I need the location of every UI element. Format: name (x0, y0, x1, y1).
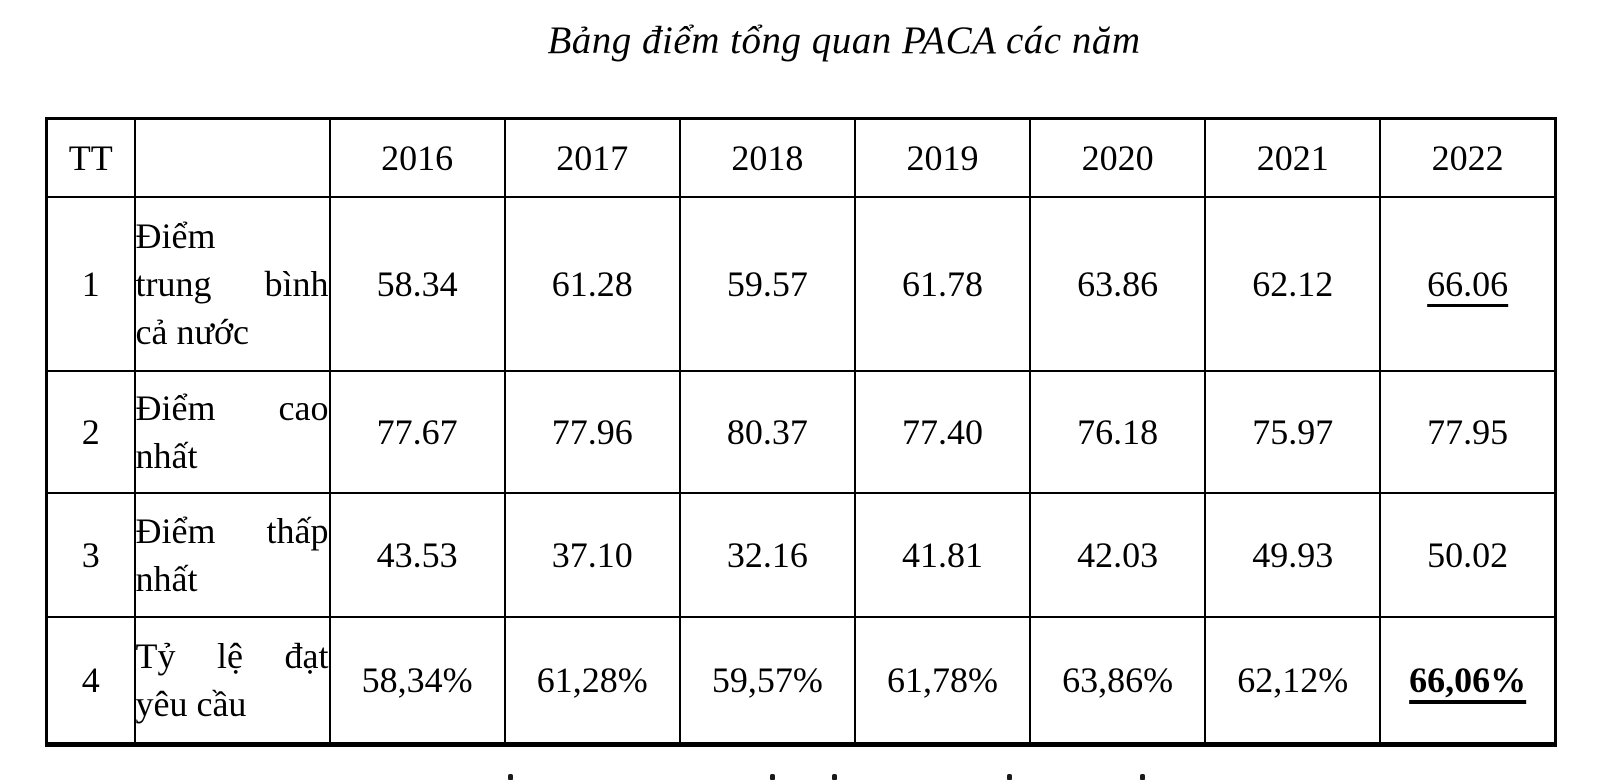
value-text: 59.57 (726, 263, 808, 304)
value-cell-2020: 76.18 (1029, 369, 1207, 494)
value-text: 43.53 (376, 534, 458, 575)
value-cell-2021: 62.12 (1204, 195, 1382, 372)
value-text: 42.03 (1077, 534, 1159, 575)
value-text: 50.02 (1427, 534, 1509, 575)
score-table: TT 2016 2017 2018 2019 2020 2021 2022 1 Điểm tru… (45, 117, 1557, 747)
value-text: 77.96 (551, 411, 633, 452)
value-cell-2017: 61,28% (503, 615, 681, 746)
cutoff-text-fragment (508, 774, 513, 780)
value-text: 77.40 (901, 411, 983, 452)
value-cell-2021: 75.97 (1204, 369, 1382, 494)
value-text: 58,34% (361, 659, 473, 700)
value-cell-2016: 58.34 (328, 195, 506, 372)
value-text: 66,06% (1409, 659, 1527, 700)
header-cell-year-2022: 2022 (1379, 117, 1557, 198)
value-text: 62.12 (1252, 263, 1334, 304)
value-cell-2022: 50.02 (1379, 491, 1557, 618)
row-number-cell: 1 (45, 195, 136, 372)
header-cell-year-2020: 2020 (1029, 117, 1207, 198)
value-text: 76.18 (1077, 411, 1159, 452)
header-cell-year-2017: 2017 (503, 117, 681, 198)
row-label-line: nhất (135, 558, 198, 599)
row-label-line: cả nước (135, 311, 249, 352)
row-label-line: Tỷ lệ đạt (135, 635, 329, 676)
page-title: Bảng điểm tổng quan PACA các năm (547, 19, 1141, 62)
cutoff-text-fragment (1140, 774, 1145, 780)
cutoff-text-fragment (832, 774, 837, 780)
row-label-line: trung bình (135, 263, 329, 304)
header-row: TT 2016 2017 2018 2019 2020 2021 2022 (45, 117, 1557, 198)
header-cell-year-2021: 2021 (1204, 117, 1382, 198)
table-row: 1 Điểm trung bình cả nước 58.34 61.28 59.57 61.… (45, 195, 1557, 372)
value-text: 80.37 (726, 411, 808, 452)
row-label-line: nhất (135, 435, 198, 476)
value-cell-2016: 58,34% (328, 615, 506, 746)
cutoff-text-fragment (1007, 774, 1012, 780)
row-number-cell: 4 (45, 615, 136, 746)
value-text: 41.81 (901, 534, 983, 575)
value-cell-2017: 37.10 (503, 491, 681, 618)
value-text: 77.95 (1427, 411, 1509, 452)
value-text: 62,12% (1237, 659, 1349, 700)
value-text: 75.97 (1252, 411, 1334, 452)
header-cell-year-2018: 2018 (678, 117, 856, 198)
value-text: 37.10 (551, 534, 633, 575)
row-number-cell: 3 (45, 491, 136, 618)
value-cell-2019: 77.40 (853, 369, 1032, 494)
value-text: 66.06 (1427, 263, 1509, 304)
row-label-cell: Điểm cao nhất (133, 369, 331, 494)
value-cell-2018: 32.16 (678, 491, 856, 618)
value-cell-2016: 77.67 (328, 369, 506, 494)
header-cell-label (133, 117, 331, 198)
row-label-line: yêu cầu (135, 683, 247, 724)
value-cell-2021: 62,12% (1204, 615, 1382, 746)
value-text: 61.78 (901, 263, 983, 304)
value-cell-2017: 61.28 (503, 195, 681, 372)
value-text: 61,78% (886, 659, 998, 700)
value-cell-2018: 59.57 (678, 195, 856, 372)
value-cell-2022: 66,06% (1379, 615, 1557, 746)
value-cell-2022: 66.06 (1379, 195, 1557, 372)
value-cell-2020: 63,86% (1029, 615, 1207, 746)
value-text: 61,28% (536, 659, 648, 700)
row-label-cell: Điểm trung bình cả nước (133, 195, 331, 372)
value-text: 61.28 (551, 263, 633, 304)
value-cell-2016: 43.53 (328, 491, 506, 618)
header-cell-tt: TT (45, 117, 136, 198)
value-text: 63,86% (1062, 659, 1174, 700)
row-label-line: Điểm (135, 215, 216, 256)
row-label-cell: Điểm thấp nhất (133, 491, 331, 618)
value-cell-2019: 41.81 (853, 491, 1032, 618)
value-cell-2018: 59,57% (678, 615, 856, 746)
table-row: 2 Điểm cao nhất 77.67 77.96 80.37 77.40 76.18 75… (45, 369, 1557, 494)
value-text: 58.34 (376, 263, 458, 304)
header-cell-year-2019: 2019 (853, 117, 1032, 198)
value-cell-2020: 63.86 (1029, 195, 1207, 372)
value-text: 32.16 (726, 534, 808, 575)
row-label-line: Điểm thấp (135, 510, 329, 551)
value-cell-2019: 61.78 (853, 195, 1032, 372)
value-cell-2021: 49.93 (1204, 491, 1382, 618)
table-row: 4 Tỷ lệ đạt yêu cầu 58,34% 61,28% 59,57% 61,78… (45, 615, 1557, 746)
row-number-cell: 2 (45, 369, 136, 494)
value-cell-2018: 80.37 (678, 369, 856, 494)
value-text: 63.86 (1077, 263, 1159, 304)
value-text: 59,57% (711, 659, 823, 700)
value-cell-2020: 42.03 (1029, 491, 1207, 618)
row-label-cell: Tỷ lệ đạt yêu cầu (133, 615, 331, 746)
value-cell-2019: 61,78% (853, 615, 1032, 746)
header-cell-year-2016: 2016 (328, 117, 506, 198)
row-label-line: Điểm cao (135, 387, 329, 428)
value-text: 77.67 (376, 411, 458, 452)
value-cell-2017: 77.96 (503, 369, 681, 494)
value-cell-2022: 77.95 (1379, 369, 1557, 494)
table-body: 1 Điểm trung bình cả nước 58.34 61.28 59.57 61.… (45, 195, 1557, 746)
table-row: 3 Điểm thấp nhất 43.53 37.10 32.16 41.81 42.03 4… (45, 491, 1557, 618)
value-text: 49.93 (1252, 534, 1334, 575)
cutoff-text-fragment (770, 774, 775, 780)
